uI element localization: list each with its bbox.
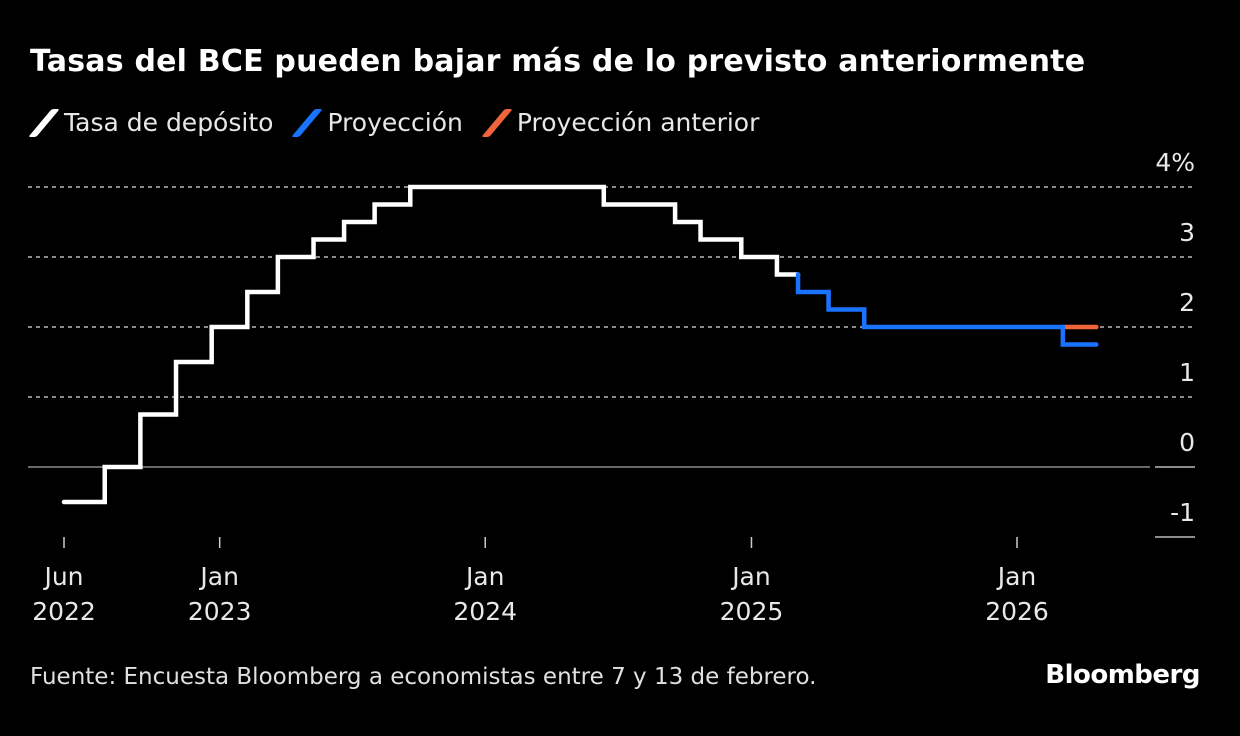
legend-item-previous-projection: Proyección anterior: [481, 108, 760, 137]
x-tick-label: Jun: [42, 562, 83, 591]
legend-label: Proyección anterior: [516, 108, 760, 137]
x-tick-label: 2022: [32, 597, 96, 626]
series-line-projection: [795, 272, 1099, 347]
legend-label: Tasa de depósito: [64, 108, 274, 137]
legend-item-deposit-rate: Tasa de depósito: [28, 108, 274, 137]
y-tick-label: 4%: [1155, 148, 1195, 177]
series-line-deposit-rate: [61, 184, 801, 505]
x-tick-label: Jan: [996, 562, 1037, 591]
legend-item-projection: Proyección: [291, 108, 463, 137]
x-tick-label: 2023: [188, 597, 252, 626]
x-tick-label: 2026: [985, 597, 1049, 626]
y-tick-label: -1: [1170, 498, 1195, 527]
legend: Tasa de depósito Proyección Proyección a…: [28, 108, 779, 137]
chart-title: Tasas del BCE pueden bajar más de lo pre…: [30, 44, 1086, 79]
bloomberg-logo: Bloomberg: [1045, 660, 1200, 690]
source-note: Fuente: Encuesta Bloomberg a economistas…: [30, 664, 817, 690]
y-tick-label: 0: [1179, 428, 1195, 457]
y-tick-label: 2: [1179, 288, 1195, 317]
x-tick-label: Jan: [464, 562, 505, 591]
y-tick-label: 1: [1179, 358, 1195, 387]
x-tick-label: 2024: [453, 597, 517, 626]
x-tick-label: 2025: [720, 597, 784, 626]
x-tick-label: Jan: [198, 562, 239, 591]
y-tick-label: 3: [1179, 218, 1195, 247]
x-tick-label: Jan: [730, 562, 771, 591]
legend-label: Proyección: [327, 108, 463, 137]
